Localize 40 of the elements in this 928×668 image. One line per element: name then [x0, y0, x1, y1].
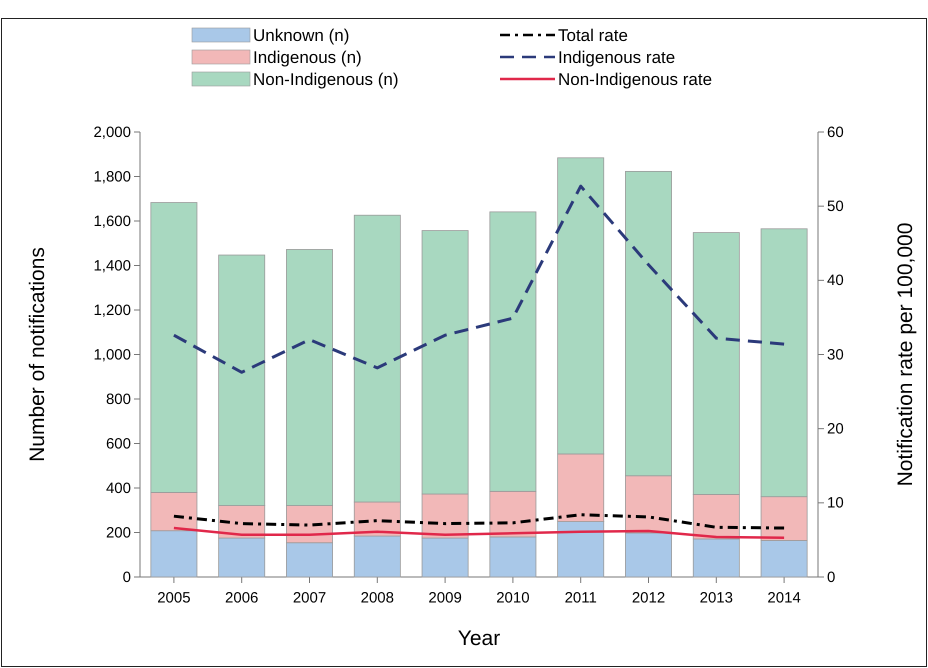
y-tick-label: 0	[122, 568, 131, 586]
y-tick-label: 1,000	[93, 346, 131, 364]
y2-tick-label: 60	[827, 124, 844, 141]
y-tick-label: 400	[106, 480, 131, 497]
y2-tick-label: 0	[827, 568, 836, 586]
y-tick-label: 1,200	[93, 302, 131, 319]
line-series	[172, 526, 786, 539]
legend-label: Non-Indigenous (n)	[253, 70, 399, 89]
legend-label: Indigenous rate	[558, 48, 676, 67]
x-tick-label: 2012	[632, 590, 666, 606]
y2-axis-title: Notification rate per 100,000	[894, 222, 917, 486]
y2-tick-label: 10	[827, 494, 844, 512]
y-tick-label: 600	[106, 435, 131, 452]
legend-label: Total rate	[558, 26, 628, 45]
y-tick-label: 1,400	[93, 257, 131, 274]
y-tick-label: 2,000	[93, 124, 131, 141]
legend-label: Indigenous (n)	[253, 48, 362, 67]
y-tick-label: 800	[106, 390, 131, 408]
y2-tick-label: 40	[827, 272, 844, 290]
x-tick-label: 2013	[700, 590, 733, 606]
x-tick-label: 2010	[496, 590, 530, 606]
legend-label: Unknown (n)	[253, 26, 350, 45]
x-tick-label: 2011	[564, 590, 597, 606]
x-axis-title: Year	[458, 627, 500, 650]
legend-label: Non-Indigenous rate	[558, 70, 712, 89]
x-tick-label: 2008	[360, 590, 394, 606]
y2-tick-label: 30	[827, 346, 844, 364]
line-series	[172, 184, 786, 374]
x-tick-label: 2005	[157, 590, 191, 606]
y-axis-title: Number of notifications	[26, 247, 49, 462]
y-tick-label: 1,800	[93, 168, 131, 186]
y2-tick-label: 20	[827, 420, 844, 438]
y-tick-label: 1,600	[93, 212, 131, 230]
x-tick-label: 2009	[428, 590, 462, 606]
y2-tick-label: 50	[827, 198, 844, 215]
x-tick-label: 2007	[292, 590, 326, 606]
line-series	[172, 513, 786, 530]
y-tick-label: 200	[106, 524, 131, 542]
x-tick-label: 2006	[225, 590, 258, 606]
x-tick-label: 2014	[767, 590, 801, 606]
